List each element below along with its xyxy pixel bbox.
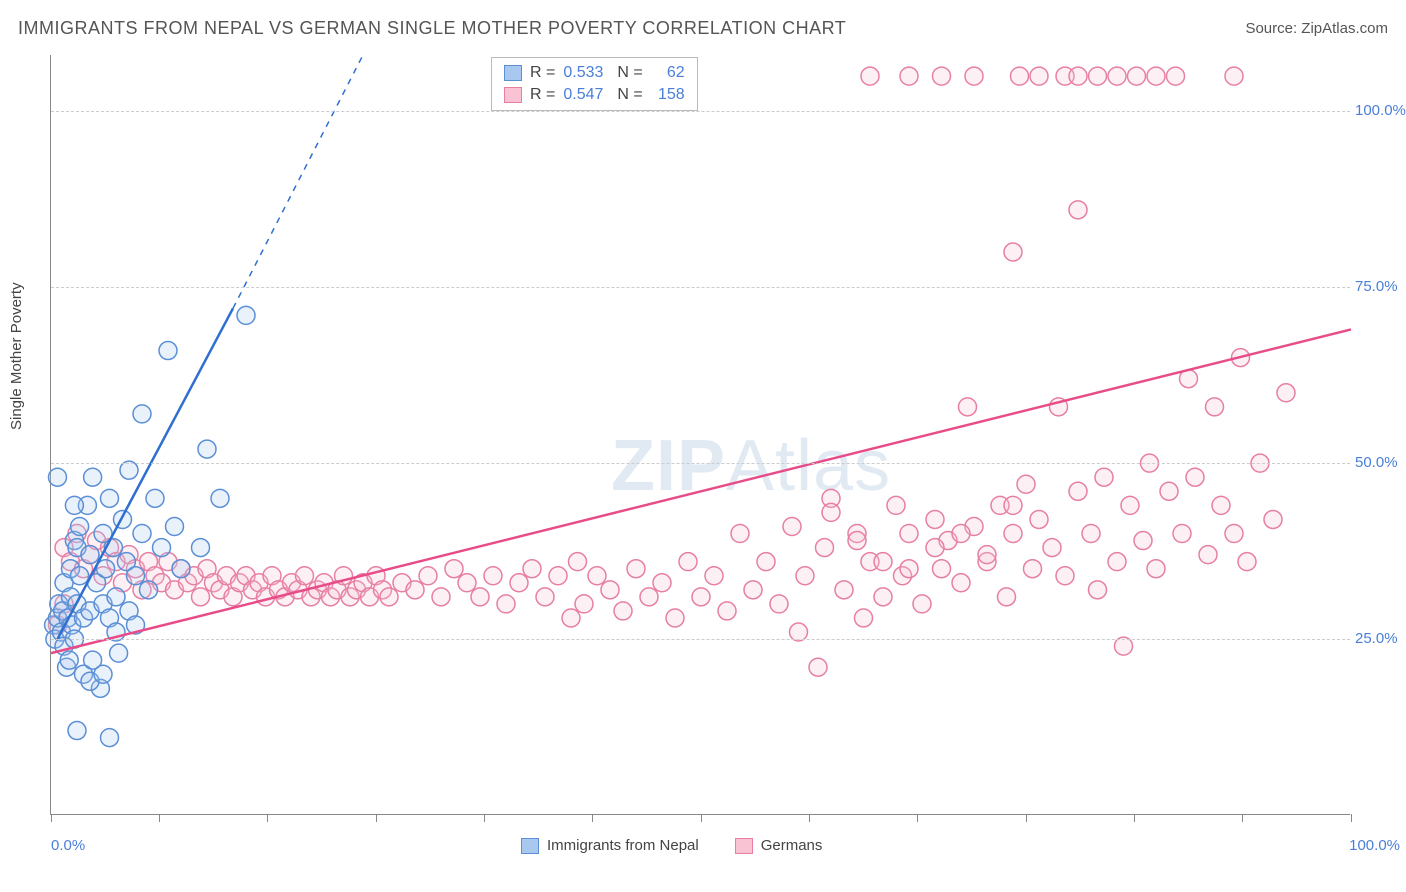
plot-area: ZIPAtlas R = 0.533 N = 62 R = 0.547 N = … — [50, 55, 1350, 815]
swatch-pink-icon — [735, 838, 753, 854]
grid-line — [51, 463, 1350, 464]
x-tick — [1242, 814, 1243, 822]
correlation-legend: R = 0.533 N = 62 R = 0.547 N = 158 — [491, 57, 698, 111]
x-legend-germans: Germans — [735, 837, 823, 854]
y-tick-label: 75.0% — [1355, 278, 1406, 295]
x-tick-min: 0.0% — [51, 837, 85, 854]
x-tick — [1026, 814, 1027, 822]
chart-header: IMMIGRANTS FROM NEPAL VS GERMAN SINGLE M… — [18, 18, 1388, 39]
grid-line — [51, 111, 1350, 112]
x-tick-max: 100.0% — [1349, 837, 1400, 854]
y-tick-label: 50.0% — [1355, 454, 1406, 471]
x-axis-legend: Immigrants from Nepal Germans — [521, 837, 822, 854]
x-tick — [917, 814, 918, 822]
x-tick — [484, 814, 485, 822]
swatch-blue — [504, 65, 522, 81]
legend-row-nepal: R = 0.533 N = 62 — [504, 62, 685, 84]
y-tick-label: 100.0% — [1355, 102, 1406, 119]
grid-line — [51, 287, 1350, 288]
swatch-pink — [504, 87, 522, 103]
x-tick — [1351, 814, 1352, 822]
x-tick — [159, 814, 160, 822]
x-tick — [376, 814, 377, 822]
x-tick — [592, 814, 593, 822]
y-axis-label: Single Mother Poverty — [8, 282, 25, 430]
x-tick — [701, 814, 702, 822]
x-tick — [267, 814, 268, 822]
y-tick-label: 25.0% — [1355, 630, 1406, 647]
grid-line — [51, 639, 1350, 640]
x-legend-nepal: Immigrants from Nepal — [521, 837, 699, 854]
chart-source: Source: ZipAtlas.com — [1245, 20, 1388, 37]
swatch-blue-icon — [521, 838, 539, 854]
legend-row-germans: R = 0.547 N = 158 — [504, 84, 685, 106]
chart-title: IMMIGRANTS FROM NEPAL VS GERMAN SINGLE M… — [18, 18, 846, 39]
x-tick — [1134, 814, 1135, 822]
scatter-plot-svg — [51, 55, 1350, 814]
x-tick — [809, 814, 810, 822]
x-tick — [51, 814, 52, 822]
